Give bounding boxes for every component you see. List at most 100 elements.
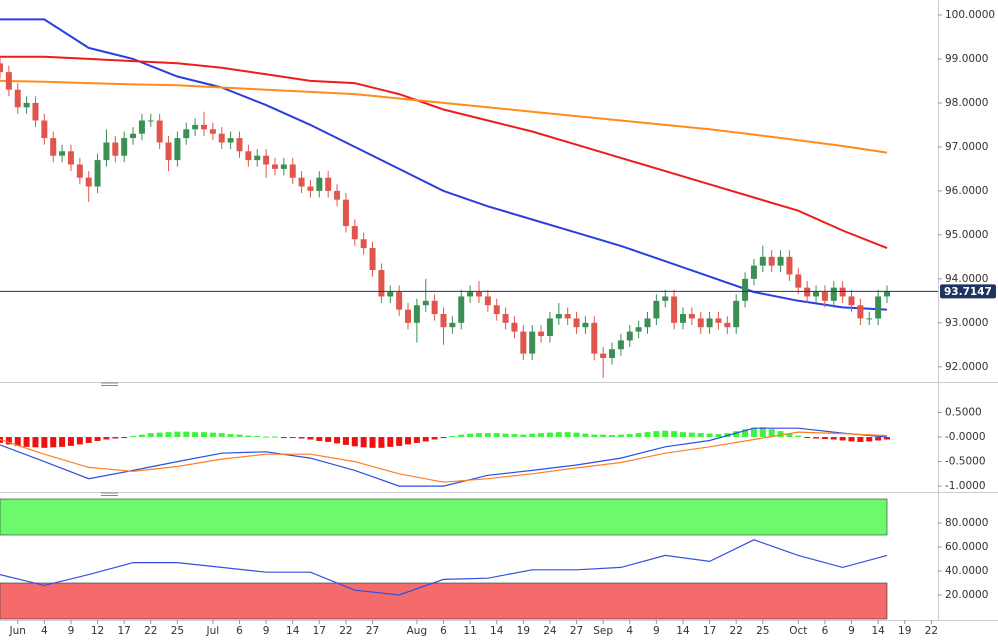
candle-body [165,142,172,161]
candle-body [458,296,465,323]
candle-body [387,292,394,297]
candle-body [715,318,722,323]
histogram-bar [813,437,820,439]
rsi-band [0,498,888,536]
histogram-bar [41,437,48,448]
x-tick-label: Aug [407,625,428,637]
histogram-bar [520,434,527,438]
candle-body [218,133,225,143]
histogram-bar [484,433,491,438]
candle-body [103,142,110,161]
histogram-bar [635,433,642,438]
candle-body [759,256,766,266]
indicator-line [0,539,888,596]
y-tick-label: 92.0000 [945,361,988,373]
candle-body [644,318,651,328]
candle-body [706,318,713,328]
histogram-bar [307,437,314,440]
histogram-bar [591,434,598,438]
histogram-bar [768,429,775,438]
x-tick-label: 17 [313,625,326,637]
histogram-bar [742,429,749,438]
candle-body [298,177,305,187]
candle-body [626,331,633,341]
x-tick-label: 9 [68,625,75,637]
histogram-bar [546,432,553,438]
histogram-bar [582,433,589,438]
y-tick-label: 99.0000 [945,53,988,65]
candle-body [23,102,30,108]
candle-body [396,292,403,310]
histogram-bar [23,437,30,447]
y-tick-label: 80.0000 [945,517,988,529]
histogram-bar [271,436,278,438]
y-tick-label: -1.0000 [945,480,986,492]
y-tick-label: 60.0000 [945,541,988,553]
candle-body [484,296,491,306]
histogram-bar [59,437,66,447]
histogram-bar [617,434,624,438]
histogram-bar [662,430,669,438]
y-tick-label: 98.0000 [945,97,988,109]
histogram-bar [14,437,21,446]
candle-body [795,274,802,288]
candle-body [0,63,3,73]
candle-body [617,340,624,350]
y-tick-label: 100.0000 [945,9,995,21]
resize-handle[interactable] [101,492,118,496]
candle-body [635,327,642,332]
histogram-bar [351,437,358,447]
histogram-bar [174,431,181,438]
last-price-box [940,284,996,299]
histogram-bar [848,437,855,442]
histogram-bar [458,434,465,438]
histogram-bar [67,437,74,446]
histogram-bar [502,433,509,438]
candle-body [94,160,101,187]
x-tick-label: 9 [263,625,270,637]
histogram-bar [103,437,110,440]
candle-body [449,322,456,328]
histogram-bar [688,432,695,438]
histogram-bar [777,431,784,438]
x-tick-label: 14 [676,625,690,637]
histogram-bar [786,433,793,438]
candle-body [413,305,420,323]
histogram-bar [449,436,456,438]
histogram-bar [875,437,882,441]
histogram-bar [121,437,128,439]
candle-body [529,331,536,354]
candle-body [236,138,243,152]
x-tick-label: 4 [626,625,633,637]
candle-body [405,309,412,323]
candle-body [866,318,873,320]
candle-body [138,120,145,134]
candle-body [209,129,216,134]
indicator-line [0,55,888,250]
candle-body [546,318,553,337]
candle-body [520,331,527,354]
rsi-band [0,582,888,620]
histogram-bar [254,436,261,438]
histogram-bar [218,433,225,438]
candle-body [431,300,438,315]
histogram-bar [85,437,92,443]
resize-handle[interactable] [101,382,118,386]
candle-body [112,142,119,156]
histogram-bar [475,433,482,438]
x-tick-label: 6 [236,625,243,637]
histogram-bar [325,437,332,442]
candle-body [813,292,820,297]
histogram-bar [538,433,545,438]
candle-body [883,291,890,297]
histogram-bar [405,437,412,445]
candle-body [271,164,278,169]
candle-body [511,322,518,332]
candle-body [316,177,323,191]
candle-body [50,138,57,156]
histogram-bar [360,437,367,448]
histogram-bar [236,434,243,438]
y-tick-label: 40.0000 [945,565,988,577]
histogram-bar [821,437,828,439]
candle-body [582,322,589,328]
